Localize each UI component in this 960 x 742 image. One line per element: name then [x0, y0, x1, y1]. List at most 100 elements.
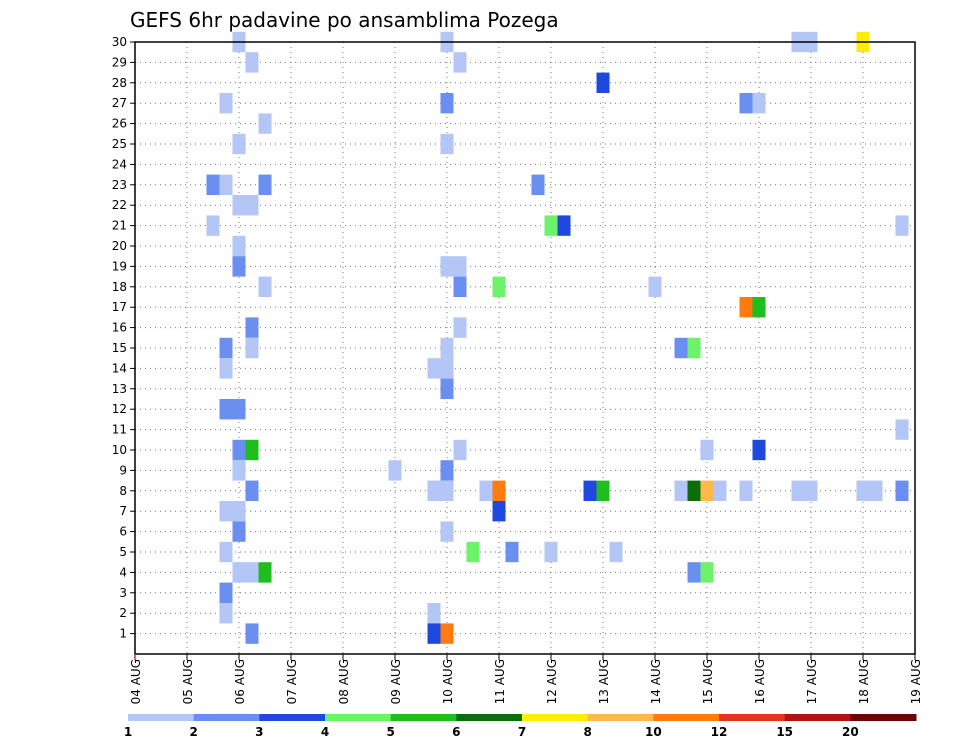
heatmap-cell: [232, 235, 246, 257]
heatmap-cell: [700, 480, 714, 501]
y-tick-label: 23: [112, 178, 127, 192]
x-tick-label: 16 AUG: [753, 659, 767, 704]
y-tick-label: 20: [112, 239, 127, 253]
legend-swatch: [390, 714, 457, 721]
y-axis-ticks: 1234567891011121314151617181920212223242…: [112, 35, 135, 641]
heatmap-cell: [440, 521, 454, 542]
heatmap-cell: [440, 623, 454, 644]
heatmap-cell: [479, 480, 493, 501]
heatmap-cell: [453, 317, 467, 338]
heatmap-cell: [453, 256, 467, 277]
heatmap-cell: [557, 215, 571, 236]
heatmap-cell: [596, 72, 610, 93]
heatmap-cell: [219, 93, 233, 114]
color-legend: 1 2 3 4 5 6 7 8 10 12 15 20: [124, 714, 917, 739]
y-tick-label: 9: [119, 463, 127, 477]
heatmap-cell: [674, 337, 688, 359]
y-tick-label: 30: [112, 35, 127, 49]
x-tick-label: 12 AUG: [545, 659, 559, 704]
heatmap-cell: [492, 501, 506, 522]
heatmap-cell: [492, 480, 506, 501]
heatmap-cell: [232, 460, 246, 481]
heatmap-cell: [219, 501, 233, 522]
heatmap-cell: [752, 439, 766, 461]
heatmap-cell: [687, 480, 701, 501]
y-tick-label: 29: [112, 55, 127, 69]
y-tick-label: 2: [119, 606, 127, 620]
x-tick-label: 09 AUG: [389, 659, 403, 704]
legend-swatch: [784, 714, 851, 721]
legend-label: 12: [711, 725, 728, 739]
legend-label: 2: [189, 725, 197, 739]
y-tick-label: 11: [112, 423, 127, 437]
heatmap-cell: [219, 337, 233, 359]
heatmap-cell: [440, 378, 454, 399]
x-tick-label: 13 AUG: [597, 659, 611, 704]
legend-label: 15: [776, 725, 793, 739]
heatmap-cell: [453, 276, 467, 297]
y-tick-label: 8: [119, 484, 127, 498]
heatmap-cell: [440, 460, 454, 481]
heatmap-cell: [544, 215, 558, 236]
heatmap-cell: [700, 562, 714, 583]
heatmap-cell: [609, 541, 623, 563]
heatmap-cell: [219, 603, 233, 624]
heatmap-cell: [583, 480, 597, 501]
y-tick-label: 4: [119, 565, 127, 579]
heatmap-cell: [648, 276, 662, 297]
heatmap-cell: [453, 439, 467, 461]
y-tick-label: 12: [112, 402, 127, 416]
heatmap-cell: [674, 480, 688, 501]
x-tick-label: 06 AUG: [233, 659, 247, 704]
x-tick-label: 05 AUG: [181, 659, 195, 704]
legend-swatch: [259, 714, 326, 721]
x-tick-label: 18 AUG: [857, 659, 871, 704]
heatmap-cell: [791, 480, 805, 501]
x-tick-label: 08 AUG: [337, 659, 351, 704]
heatmap-cell: [440, 256, 454, 277]
heatmap-cell: [492, 276, 506, 297]
heatmap-cell: [258, 276, 272, 297]
heatmap-cell: [232, 133, 246, 155]
heatmap-cell: [232, 501, 246, 522]
heatmap-cell: [232, 562, 246, 583]
y-tick-label: 22: [112, 198, 127, 212]
x-tick-label: 19 AUG: [909, 659, 923, 704]
legend-label: 10: [645, 725, 662, 739]
heatmap-cell: [440, 337, 454, 359]
x-tick-label: 11 AUG: [493, 659, 507, 704]
heatmap-cell: [544, 541, 558, 563]
heatmap-cell: [440, 133, 454, 155]
heatmap-cell: [466, 541, 480, 563]
legend-swatch: [128, 714, 195, 721]
heatmap-cell: [245, 337, 259, 359]
legend-label: 3: [255, 725, 263, 739]
heatmap-cell: [427, 623, 441, 644]
heatmap-cell: [245, 52, 259, 73]
heatmap-cell: [739, 480, 753, 501]
y-tick-label: 21: [112, 219, 127, 233]
y-tick-label: 27: [112, 96, 127, 110]
legend-swatch: [587, 714, 654, 721]
heatmap-cell: [232, 195, 246, 216]
legend-swatch: [325, 714, 392, 721]
y-tick-label: 7: [119, 504, 127, 518]
heatmap-cell: [245, 480, 259, 501]
legend-label: 20: [842, 725, 859, 739]
heatmap-cell: [206, 215, 220, 236]
heatmap-cell: [258, 174, 272, 195]
y-tick-label: 18: [112, 280, 127, 294]
heatmap-cell: [687, 562, 701, 583]
heatmap-cell: [700, 439, 714, 461]
heatmap-cell: [687, 337, 701, 359]
y-tick-label: 26: [112, 117, 127, 131]
heatmap-cell: [245, 317, 259, 338]
legend-swatch: [522, 714, 589, 721]
heatmap-cell: [739, 93, 753, 114]
y-tick-label: 14: [112, 361, 127, 375]
legend-swatch: [456, 714, 523, 721]
heatmap-cell: [232, 256, 246, 277]
y-tick-label: 28: [112, 76, 127, 90]
legend-swatch: [850, 714, 917, 721]
